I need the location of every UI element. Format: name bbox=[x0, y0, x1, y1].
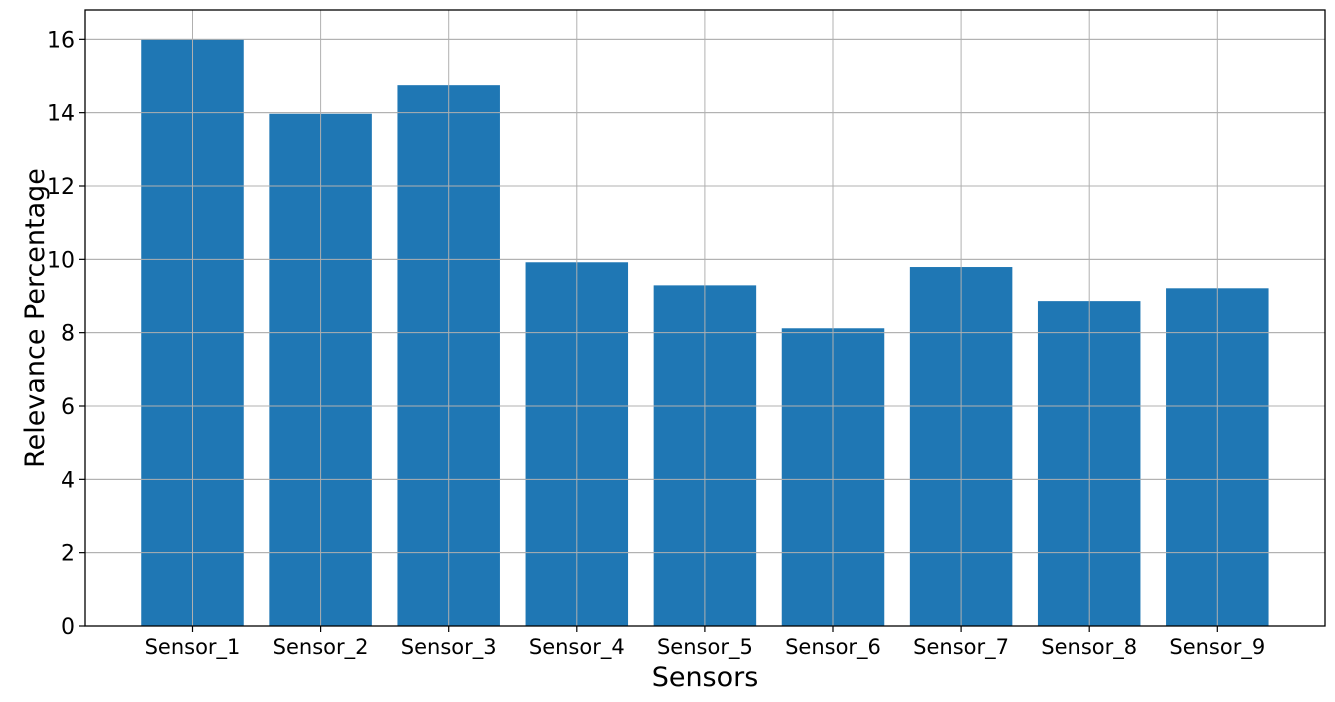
x-axis-title: Sensors bbox=[652, 662, 759, 693]
y-tick-layer: 0 2 4 6 8 10 12 14 16 bbox=[47, 28, 85, 640]
y-axis-title: Relevance Percentage bbox=[20, 168, 51, 468]
y-tick-label: 8 bbox=[61, 322, 75, 347]
x-tick-label: Sensor_8 bbox=[1041, 635, 1137, 660]
y-tick-label: 6 bbox=[61, 395, 75, 420]
x-tick-label: Sensor_7 bbox=[913, 635, 1009, 660]
y-tick-label: 12 bbox=[47, 175, 75, 200]
x-tick-label: Sensor_5 bbox=[657, 635, 753, 660]
x-tick-label: Sensor_1 bbox=[145, 635, 241, 660]
x-tick-layer: Sensor_1 Sensor_2 Sensor_3 Sensor_4 Sensor_5… bbox=[145, 626, 1265, 660]
x-tick-label: Sensor_6 bbox=[785, 635, 881, 660]
y-tick-label: 0 bbox=[61, 615, 75, 640]
x-tick-label: Sensor_9 bbox=[1169, 635, 1265, 660]
y-tick-label: 4 bbox=[61, 468, 75, 493]
y-tick-label: 10 bbox=[47, 248, 75, 273]
x-tick-label: Sensor_2 bbox=[273, 635, 369, 660]
x-tick-label: Sensor_3 bbox=[401, 635, 497, 660]
x-tick-label: Sensor_4 bbox=[529, 635, 625, 660]
y-tick-label: 16 bbox=[47, 28, 75, 53]
y-tick-label: 2 bbox=[61, 542, 75, 567]
y-tick-label: 14 bbox=[47, 102, 75, 127]
